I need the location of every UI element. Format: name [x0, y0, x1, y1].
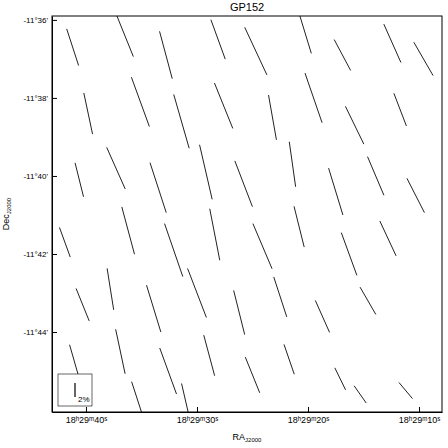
- polarization-vector: [75, 163, 83, 197]
- polarization-vector: [384, 24, 401, 62]
- polarization-vector: [84, 93, 93, 134]
- polarization-vector: [289, 142, 295, 187]
- x-tick-mark: [419, 407, 420, 412]
- polarization-vector: [284, 344, 294, 374]
- polarization-vector: [131, 77, 149, 126]
- polarization-vector: [76, 288, 89, 320]
- y-axis-line: [52, 17, 53, 413]
- x-tick: 18ʰ29ᵐ10ˢ: [399, 407, 441, 425]
- y-tick-label: -11°42': [23, 250, 48, 259]
- polarization-vector: [59, 227, 70, 257]
- y-tick-label: -11°40': [23, 172, 48, 181]
- polarization-vector: [245, 27, 267, 75]
- x-tick-mark: [308, 407, 309, 412]
- scale-bar-label: 2%: [78, 395, 90, 404]
- polarization-vector: [274, 277, 287, 317]
- x-tick-mark: [86, 407, 87, 412]
- y-tick-label: -11°38': [23, 94, 48, 103]
- polarization-vector: [116, 16, 133, 57]
- polarization-vector: [160, 31, 173, 78]
- polarization-vector: [204, 335, 215, 376]
- polarization-vector: [132, 382, 143, 412]
- polarization-vector: [150, 163, 166, 213]
- polarization-vector: [234, 290, 245, 334]
- scale-bar: [74, 383, 75, 397]
- x-tick-label: 18ʰ29ᵐ30ˢ: [177, 415, 219, 425]
- polarization-vector: [360, 287, 376, 314]
- scale-bar-box: [58, 374, 92, 406]
- chart: GP152 18ʰ29ᵐ40ˢ 18ʰ29ᵐ30ˢ 18ʰ29ᵐ20ˢ 18ʰ29ᵐ10…: [0, 0, 448, 448]
- polarization-vector: [269, 95, 277, 140]
- polarization-vector: [394, 93, 407, 126]
- polarization-vector: [214, 83, 232, 128]
- x-tick: 18ʰ29ᵐ30ˢ: [177, 407, 219, 425]
- y-tick-mark: [52, 20, 57, 21]
- y-tick-mark: [52, 176, 57, 177]
- polarization-vector: [211, 20, 225, 59]
- polarization-vector: [354, 386, 366, 403]
- polarization-vector: [107, 147, 126, 189]
- plot-frame: [52, 16, 442, 412]
- x-axis: 18ʰ29ᵐ40ˢ 18ʰ29ᵐ30ˢ 18ʰ29ᵐ20ˢ 18ʰ29ᵐ10ˢ: [53, 407, 443, 425]
- polarization-vector: [407, 178, 424, 212]
- polarization-vector: [107, 268, 114, 309]
- polarization-vector: [165, 224, 183, 277]
- polarization-vector: [116, 329, 125, 374]
- polarization-vector: [253, 224, 272, 269]
- x-tick: 18ʰ29ᵐ20ˢ: [288, 407, 330, 425]
- polarization-vector: [122, 207, 135, 254]
- polarization-vector: [315, 300, 329, 332]
- polarization-vector: [341, 233, 357, 276]
- polarization-vector: [147, 285, 161, 332]
- y-tick: -11°42': [23, 250, 57, 259]
- x-tick: 18ʰ29ᵐ40ˢ: [66, 407, 108, 425]
- x-tick-label: 18ʰ29ᵐ20ˢ: [288, 415, 330, 425]
- polarization-vector: [67, 29, 79, 66]
- polarization-vector: [345, 106, 363, 144]
- polarization-vector: [294, 206, 304, 247]
- vectors: [59, 16, 433, 412]
- polarization-vector: [380, 221, 396, 256]
- polarization-vector: [174, 94, 189, 148]
- y-tick: -11°40': [23, 172, 57, 181]
- y-axis-title: DecJ2000: [1, 197, 12, 230]
- polarization-vector: [329, 168, 343, 215]
- polarization-vector: [182, 383, 191, 412]
- y-tick-label: -11°36': [23, 16, 48, 25]
- polarization-vector: [335, 368, 346, 390]
- polarization-vector: [334, 40, 350, 71]
- x-axis-line: [53, 412, 443, 413]
- y-axis: -11°36' -11°38' -11°40' -11°42' -11°44': [23, 16, 57, 413]
- title: GP152: [230, 1, 264, 13]
- polarization-vector: [414, 42, 433, 75]
- polarization-vector: [235, 161, 253, 207]
- y-tick-label: -11°44': [23, 328, 48, 337]
- polarization-vector: [245, 357, 259, 393]
- y-tick-mark: [52, 98, 57, 99]
- x-tick-mark: [197, 407, 198, 412]
- polarization-vector: [210, 209, 220, 261]
- y-tick: -11°38': [23, 94, 57, 103]
- polarization-vector: [200, 145, 213, 200]
- polarization-vector: [160, 348, 177, 394]
- polarization-vector: [298, 16, 311, 53]
- y-tick-mark: [52, 332, 57, 333]
- y-tick: -11°44': [23, 328, 57, 337]
- polarization-vector: [305, 73, 322, 123]
- x-tick-label: 18ʰ29ᵐ10ˢ: [399, 415, 441, 425]
- x-tick-label: 18ʰ29ᵐ40ˢ: [66, 415, 108, 425]
- y-tick: -11°36': [23, 16, 57, 25]
- polarization-vector: [188, 268, 207, 317]
- polarization-vector: [368, 157, 384, 196]
- polarization-vector: [399, 382, 412, 398]
- y-tick-mark: [52, 254, 57, 255]
- x-axis-title: RAJ2000: [233, 432, 263, 443]
